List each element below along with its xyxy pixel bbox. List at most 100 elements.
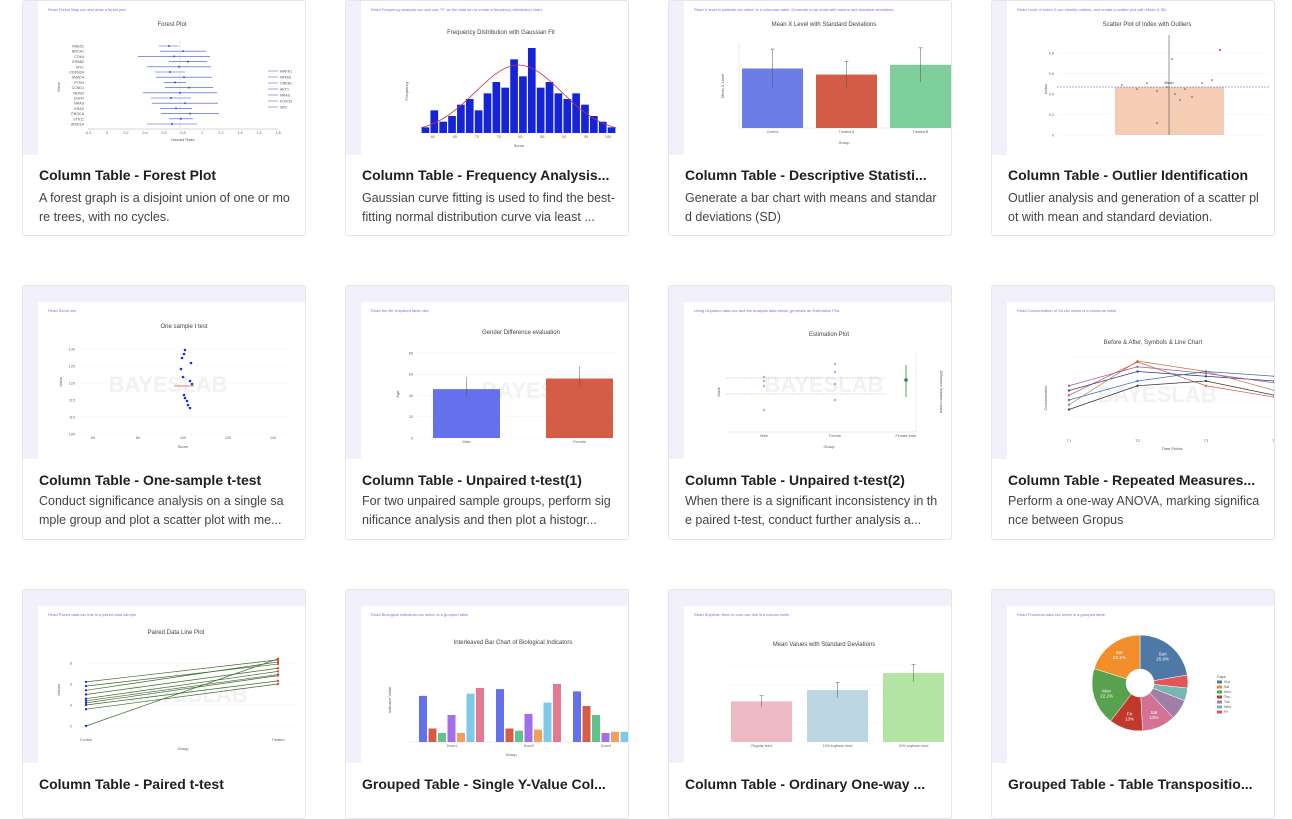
freq-bar [501, 87, 510, 133]
interleaved-bar [534, 729, 542, 742]
paired-line [85, 659, 279, 683]
data-point [1201, 82, 1203, 84]
freq-bar [439, 121, 447, 133]
interleaved-bar [496, 689, 504, 742]
x-tick: 20% soybean feed [899, 744, 929, 748]
series-point [1273, 394, 1274, 397]
forest-label: SMAD4 [72, 76, 84, 80]
card-title[interactable]: Column Table - Unpaired t-test(2) [685, 472, 905, 488]
legend-label: Mon [1224, 690, 1231, 694]
legend-swatch [1217, 705, 1222, 709]
gender-bar [546, 378, 613, 438]
legend-label: Tue [1224, 700, 1230, 704]
data-point [186, 403, 190, 407]
freq-bar [598, 121, 607, 133]
x-tick: -0.2 [85, 131, 92, 135]
x-tick: 95 [584, 135, 588, 139]
card-title[interactable]: Column Table - Ordinary One-way ... [685, 776, 926, 792]
paired-line [85, 674, 279, 702]
card-title[interactable]: Column Table - Unpaired t-test(1) [362, 472, 582, 488]
template-card-ordinary-one-way[interactable]: Read Soybean feed vs corn.csv this is a … [668, 589, 952, 819]
data-point [185, 399, 189, 403]
oneway-bar [883, 673, 944, 742]
series-point [1136, 384, 1139, 387]
x-tick: 60 [91, 436, 95, 440]
series-point [1067, 403, 1071, 406]
watermark: BAYESLAB [109, 372, 228, 397]
x-tick: 65 [453, 135, 457, 139]
forest-label: NRAS [74, 102, 85, 106]
watermark: BAYESLAB [765, 372, 884, 397]
card-title[interactable]: Column Table - Frequency Analysis... [362, 167, 610, 183]
chart-title: Gender Difference evaluation [482, 330, 560, 336]
series-point [1273, 380, 1274, 382]
chart-title: Forest Plot [157, 22, 186, 28]
chat-note: Read Soybean feed vs corn.csv this is a … [694, 612, 790, 617]
forest-point [189, 112, 191, 115]
chat-note: Read Proceeds data.csv which is a groupe… [1017, 612, 1106, 617]
template-card-forest-plot[interactable]: Read Forest Map.csv and draw a forest pl… [22, 0, 306, 236]
interleaved-bar [466, 693, 475, 742]
x-tick: 80 [518, 135, 522, 139]
card-title[interactable]: Column Table - One-sample t-test [39, 472, 262, 488]
interleaved-bar [419, 695, 427, 742]
template-card-one-sample-t-test[interactable]: Read Score.csv One sample t test BAYESLA… [22, 285, 306, 540]
card-title[interactable]: Column Table - Paired t-test [39, 776, 224, 792]
card-title[interactable]: Column Table - Forest Plot [39, 167, 217, 183]
template-card-outlier-identification[interactable]: Read Level of Index X.csv identify outli… [991, 0, 1275, 236]
forest-label: STK11 [73, 117, 84, 121]
x-tick: Treated B [913, 130, 929, 134]
data-point [190, 382, 194, 386]
freq-bar [465, 99, 474, 133]
series-point [1067, 389, 1071, 392]
x-tick: 0.6 [161, 131, 166, 135]
data-point [1191, 96, 1193, 98]
data-point [1136, 88, 1138, 90]
card-title[interactable]: Column Table - Repeated Measures... [1008, 472, 1256, 488]
forest-point [187, 60, 189, 63]
control-point [84, 697, 88, 700]
chart-title: One sample t test [160, 324, 207, 330]
slice-label: Fri [1127, 711, 1132, 716]
x-tick: 1.6 [256, 131, 261, 135]
template-card-repeated-measures[interactable]: Read Concentration of Xs.csv which is a … [991, 285, 1275, 540]
y-tick: 60 [409, 373, 413, 377]
right-label: Difference between means [939, 371, 943, 414]
card-title[interactable]: Column Table - Descriptive Statisti... [685, 167, 927, 183]
treated-point [276, 682, 280, 686]
x-tick: 1.4 [237, 131, 242, 135]
template-card-grouped-single-y[interactable]: Read Biological indicators.csv which is … [345, 589, 629, 819]
template-card-unpaired-t-test-2[interactable]: Using Unpaired data.csv and the analysis… [668, 285, 952, 540]
x-tick: Control [80, 738, 92, 742]
series-point [1067, 384, 1071, 387]
template-card-frequency-analysis[interactable]: Read Frequency analysis.csv and use "S" … [345, 0, 629, 236]
data-point [833, 398, 837, 402]
interleaved-bar [601, 733, 610, 742]
interleaved-bar [476, 688, 484, 742]
x-tick: 75 [497, 135, 501, 139]
series-point [1136, 370, 1139, 373]
paired-line [85, 667, 279, 695]
template-card-descriptive-statistics[interactable]: Read X level in patients.csv which is a … [668, 0, 952, 236]
template-card-table-transposition[interactable]: Read Proceeds data.csv which is a groupe… [991, 589, 1275, 819]
chat-note: Read Paired data.csv this is a paired da… [48, 612, 137, 617]
x-tick: 0 [106, 131, 108, 135]
pie-slice [1139, 634, 1188, 681]
card-title[interactable]: Column Table - Outlier Identification [1008, 167, 1249, 183]
card-thumbnail: Read Proceeds data.csv which is a groupe… [992, 590, 1274, 763]
interleaved-bar [543, 702, 552, 742]
template-card-paired-t-test[interactable]: Read Paired data.csv this is a paired da… [22, 589, 306, 819]
card-thumbnail: Read Forest Map.csv and draw a forest pl… [23, 1, 305, 155]
x-tick: Control [767, 130, 779, 134]
template-card-unpaired-t-test-1[interactable]: Read the file Unpaired table.xlsx Gender… [345, 285, 629, 540]
x-tick: Dose1 [447, 744, 457, 748]
forest-right-label: NFKB1 [280, 76, 292, 80]
card-description: For two unpaired sample groups, perform … [362, 494, 611, 527]
card-title[interactable]: Grouped Table - Single Y-Value Col... [362, 776, 606, 792]
interleaved-bar [573, 691, 581, 742]
card-title[interactable]: Grouped Table - Table Transpositio... [1008, 776, 1253, 792]
chart-title: Mean Values with Standard Deviations [773, 642, 876, 648]
y-tick: 125 [69, 364, 75, 368]
freq-bar [510, 59, 518, 134]
freq-bar [545, 82, 554, 133]
